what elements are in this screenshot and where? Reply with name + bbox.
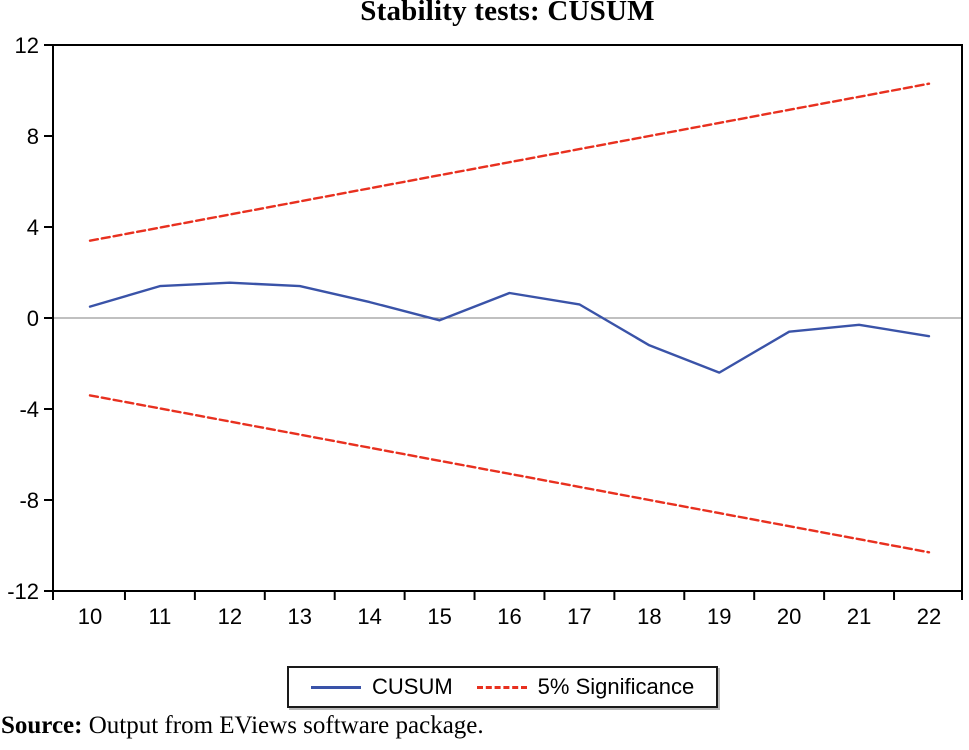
y-axis-tick-label: -8	[19, 488, 39, 513]
cusum-line	[88, 281, 931, 374]
chart-svg: 12 8 4 0 -4 -8 -12 10 11 12 13 14 15 16 17 18 19 20 21 22	[7, 33, 963, 629]
x-axis-tick-label: 18	[637, 604, 661, 629]
y-axis-tick-label: -12	[7, 579, 39, 604]
legend-item-cusum: CUSUM	[311, 674, 453, 700]
x-axis-tick-label: 12	[218, 604, 242, 629]
chart-title: Stability tests: CUSUM	[360, 0, 655, 27]
x-axis-tick-label: 16	[497, 604, 521, 629]
y-axis-tick-label: 4	[27, 215, 39, 240]
source-label: Source:	[1, 712, 83, 739]
x-axis-tick-label: 15	[427, 604, 451, 629]
legend-label-significance: 5% Significance	[537, 674, 695, 699]
5-significance-upper-line	[88, 82, 931, 242]
source-note: Source: Output from EViews software pack…	[1, 712, 484, 740]
y-axis-tick-label: 12	[15, 33, 39, 58]
source-text: Output from EViews software package.	[82, 712, 484, 739]
x-axis-tick-label: 13	[288, 604, 312, 629]
y-axis-tick-label: 8	[27, 124, 39, 149]
y-axis-tick-label: -4	[19, 397, 39, 422]
x-axis-tick-label: 20	[777, 604, 801, 629]
cusum-line-swatch	[311, 685, 361, 689]
significance-line-swatch	[476, 685, 527, 689]
legend-label-cusum: CUSUM	[372, 674, 453, 699]
cusum-chart: 12 8 4 0 -4 -8 -12 10 11 12 13 14 15 16 17 18 19 20 21 22	[7, 33, 963, 629]
x-axis-tick-label: 19	[707, 604, 731, 629]
x-axis-tick-label: 17	[567, 604, 591, 629]
x-axis-tick-label: 10	[78, 604, 102, 629]
y-axis-tick-label: 0	[27, 306, 39, 331]
x-axis-tick-label: 11	[148, 604, 171, 629]
5-significance-lower-line	[88, 394, 931, 554]
legend-item-significance: 5% Significance	[476, 674, 695, 700]
x-axis-tick-label: 22	[917, 604, 941, 629]
x-axis-tick-label: 21	[847, 604, 871, 629]
chart-legend: CUSUM 5% Significance	[287, 666, 719, 708]
x-axis-tick-label: 14	[357, 604, 381, 629]
